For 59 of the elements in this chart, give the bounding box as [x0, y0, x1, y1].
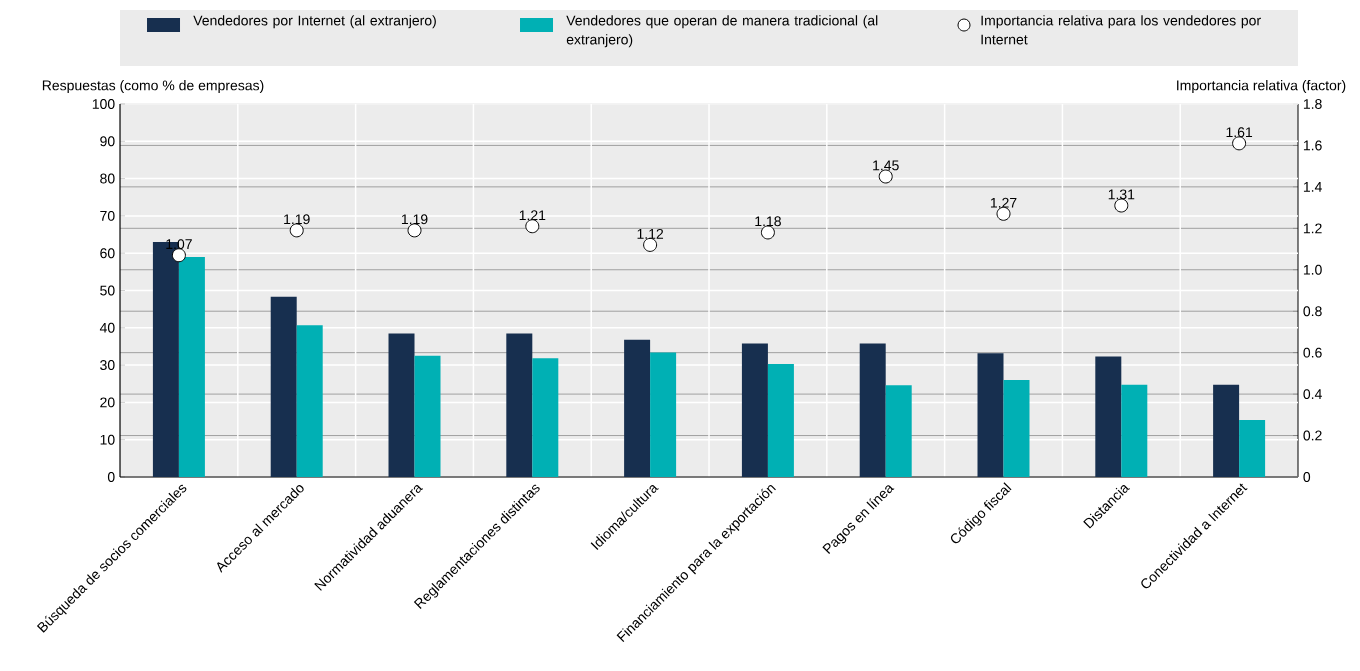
y-tick-label: 20	[100, 397, 115, 408]
bar	[624, 339, 651, 477]
y2-tick-label: 0.2	[1303, 430, 1322, 441]
bar	[506, 333, 533, 477]
data-label: 1.21	[519, 210, 546, 221]
bar	[885, 385, 912, 477]
data-label: 1.18	[755, 216, 781, 227]
data-label: 1.45	[873, 160, 899, 171]
bar	[741, 343, 768, 477]
bar	[532, 358, 559, 477]
y2-tick-label: 1.0	[1303, 264, 1322, 275]
y-tick-label: 40	[99, 322, 115, 333]
data-label: 1.07	[166, 239, 192, 250]
y2-tick-label: 0	[1303, 472, 1311, 482]
y-tick-label: 0	[107, 472, 115, 482]
bar	[767, 363, 794, 477]
data-label: 1.27	[990, 197, 1017, 208]
bar	[1213, 384, 1240, 477]
y2-tick-label: 1.8	[1303, 99, 1322, 109]
bar	[1095, 356, 1122, 477]
bar	[296, 325, 323, 477]
legend-label: Vendedores que operan de manera tradicional (al extranjero)	[566, 15, 878, 48]
point	[407, 223, 422, 238]
y2-tick-label: 1.2	[1303, 223, 1322, 234]
bar	[414, 355, 441, 477]
y-tick-label: 10	[100, 434, 115, 445]
bar	[977, 353, 1004, 477]
y-tick-label: 100	[92, 99, 115, 109]
bar	[1121, 384, 1148, 477]
data-label: 1.19	[284, 214, 310, 225]
y-tick-label: 60	[100, 248, 115, 259]
bar	[859, 343, 886, 477]
bar	[650, 352, 677, 477]
y-tick-label: 50	[100, 285, 115, 296]
y2-tick-label: 1.6	[1303, 140, 1322, 151]
y2-tick-label: 0.8	[1303, 306, 1322, 317]
bar	[178, 256, 205, 477]
bar	[270, 296, 297, 477]
data-label: 1.61	[1226, 127, 1253, 138]
point	[289, 223, 304, 238]
bar	[1239, 419, 1266, 477]
y-tick-label: 70	[100, 210, 115, 221]
point	[525, 219, 540, 234]
y-tick-label: 90	[100, 136, 115, 147]
bar	[1003, 380, 1030, 477]
legend-label: Vendedores por Internet (al extranjero)	[193, 15, 436, 29]
y-tick-label: 80	[100, 173, 115, 184]
point	[171, 248, 186, 263]
bar	[388, 333, 415, 477]
y2-axis-title: Importancia relativa (factor)	[1177, 80, 1346, 94]
data-label: 1.12	[637, 228, 664, 239]
y2-tick-label: 0.6	[1303, 347, 1322, 358]
y2-tick-label: 0.4	[1303, 389, 1322, 400]
data-label: 1.19	[401, 214, 428, 225]
y2-tick-label: 1.4	[1303, 182, 1322, 192]
data-label: 1.31	[1108, 189, 1135, 200]
legend-label: Importancia relativa para los vendedores por Internet	[981, 15, 1261, 45]
y-tick-label: 30	[100, 360, 115, 371]
y-axis-title: Respuestas (como % de empresas)	[42, 80, 264, 94]
